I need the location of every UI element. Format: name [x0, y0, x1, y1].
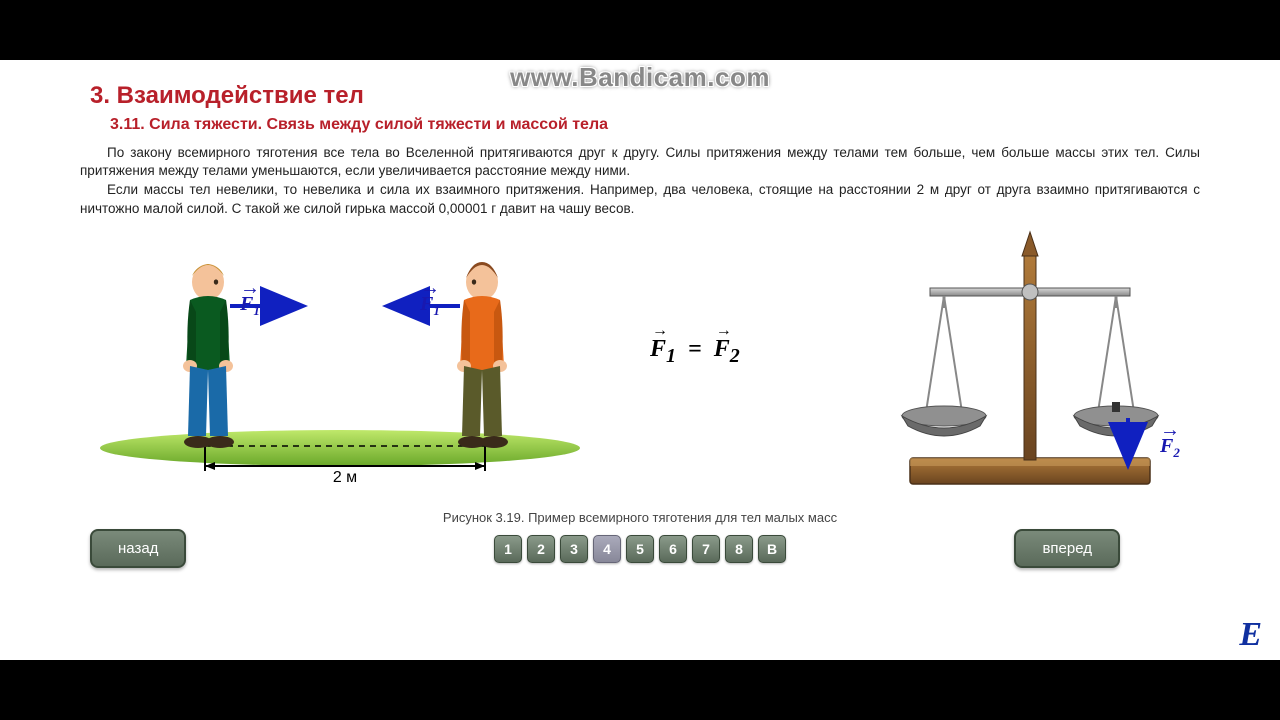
page-button-8[interactable]: 8: [725, 535, 753, 563]
nav-bar: назад 12345678В вперед: [70, 535, 1210, 563]
back-button[interactable]: назад: [90, 529, 186, 568]
page-button-7[interactable]: 7: [692, 535, 720, 563]
balance-scale-diagram: → F2: [860, 226, 1200, 496]
people-diagram: 2 м → F1: [90, 236, 590, 496]
equation: F1 = F2: [650, 336, 740, 368]
person-left: [183, 264, 234, 448]
figure-caption: Рисунок 3.19. Пример всемирного тяготени…: [70, 510, 1210, 525]
paragraph: По закону всемирного тяготения все тела …: [80, 144, 1200, 180]
person-right: [457, 262, 508, 448]
section-title: 3.11. Сила тяжести. Связь между силой тя…: [70, 116, 1210, 134]
paragraph: Если массы тел невелики, то невелика и с…: [80, 181, 1200, 217]
page-button-В[interactable]: В: [758, 535, 786, 563]
logo-icon: E: [1239, 616, 1262, 654]
page-button-3[interactable]: 3: [560, 535, 588, 563]
figure: 2 м → F1: [70, 226, 1210, 506]
distance-label: 2 м: [333, 469, 357, 486]
page-button-2[interactable]: 2: [527, 535, 555, 563]
page-button-4[interactable]: 4: [593, 535, 621, 563]
forward-button[interactable]: вперед: [1014, 529, 1120, 568]
page-content: www.Bandicam.com 3. Взаимодействие тел 3…: [0, 60, 1280, 660]
watermark: www.Bandicam.com: [510, 62, 770, 93]
page-button-6[interactable]: 6: [659, 535, 687, 563]
body-text: По закону всемирного тяготения все тела …: [70, 144, 1210, 218]
page-button-5[interactable]: 5: [626, 535, 654, 563]
page-button-1[interactable]: 1: [494, 535, 522, 563]
